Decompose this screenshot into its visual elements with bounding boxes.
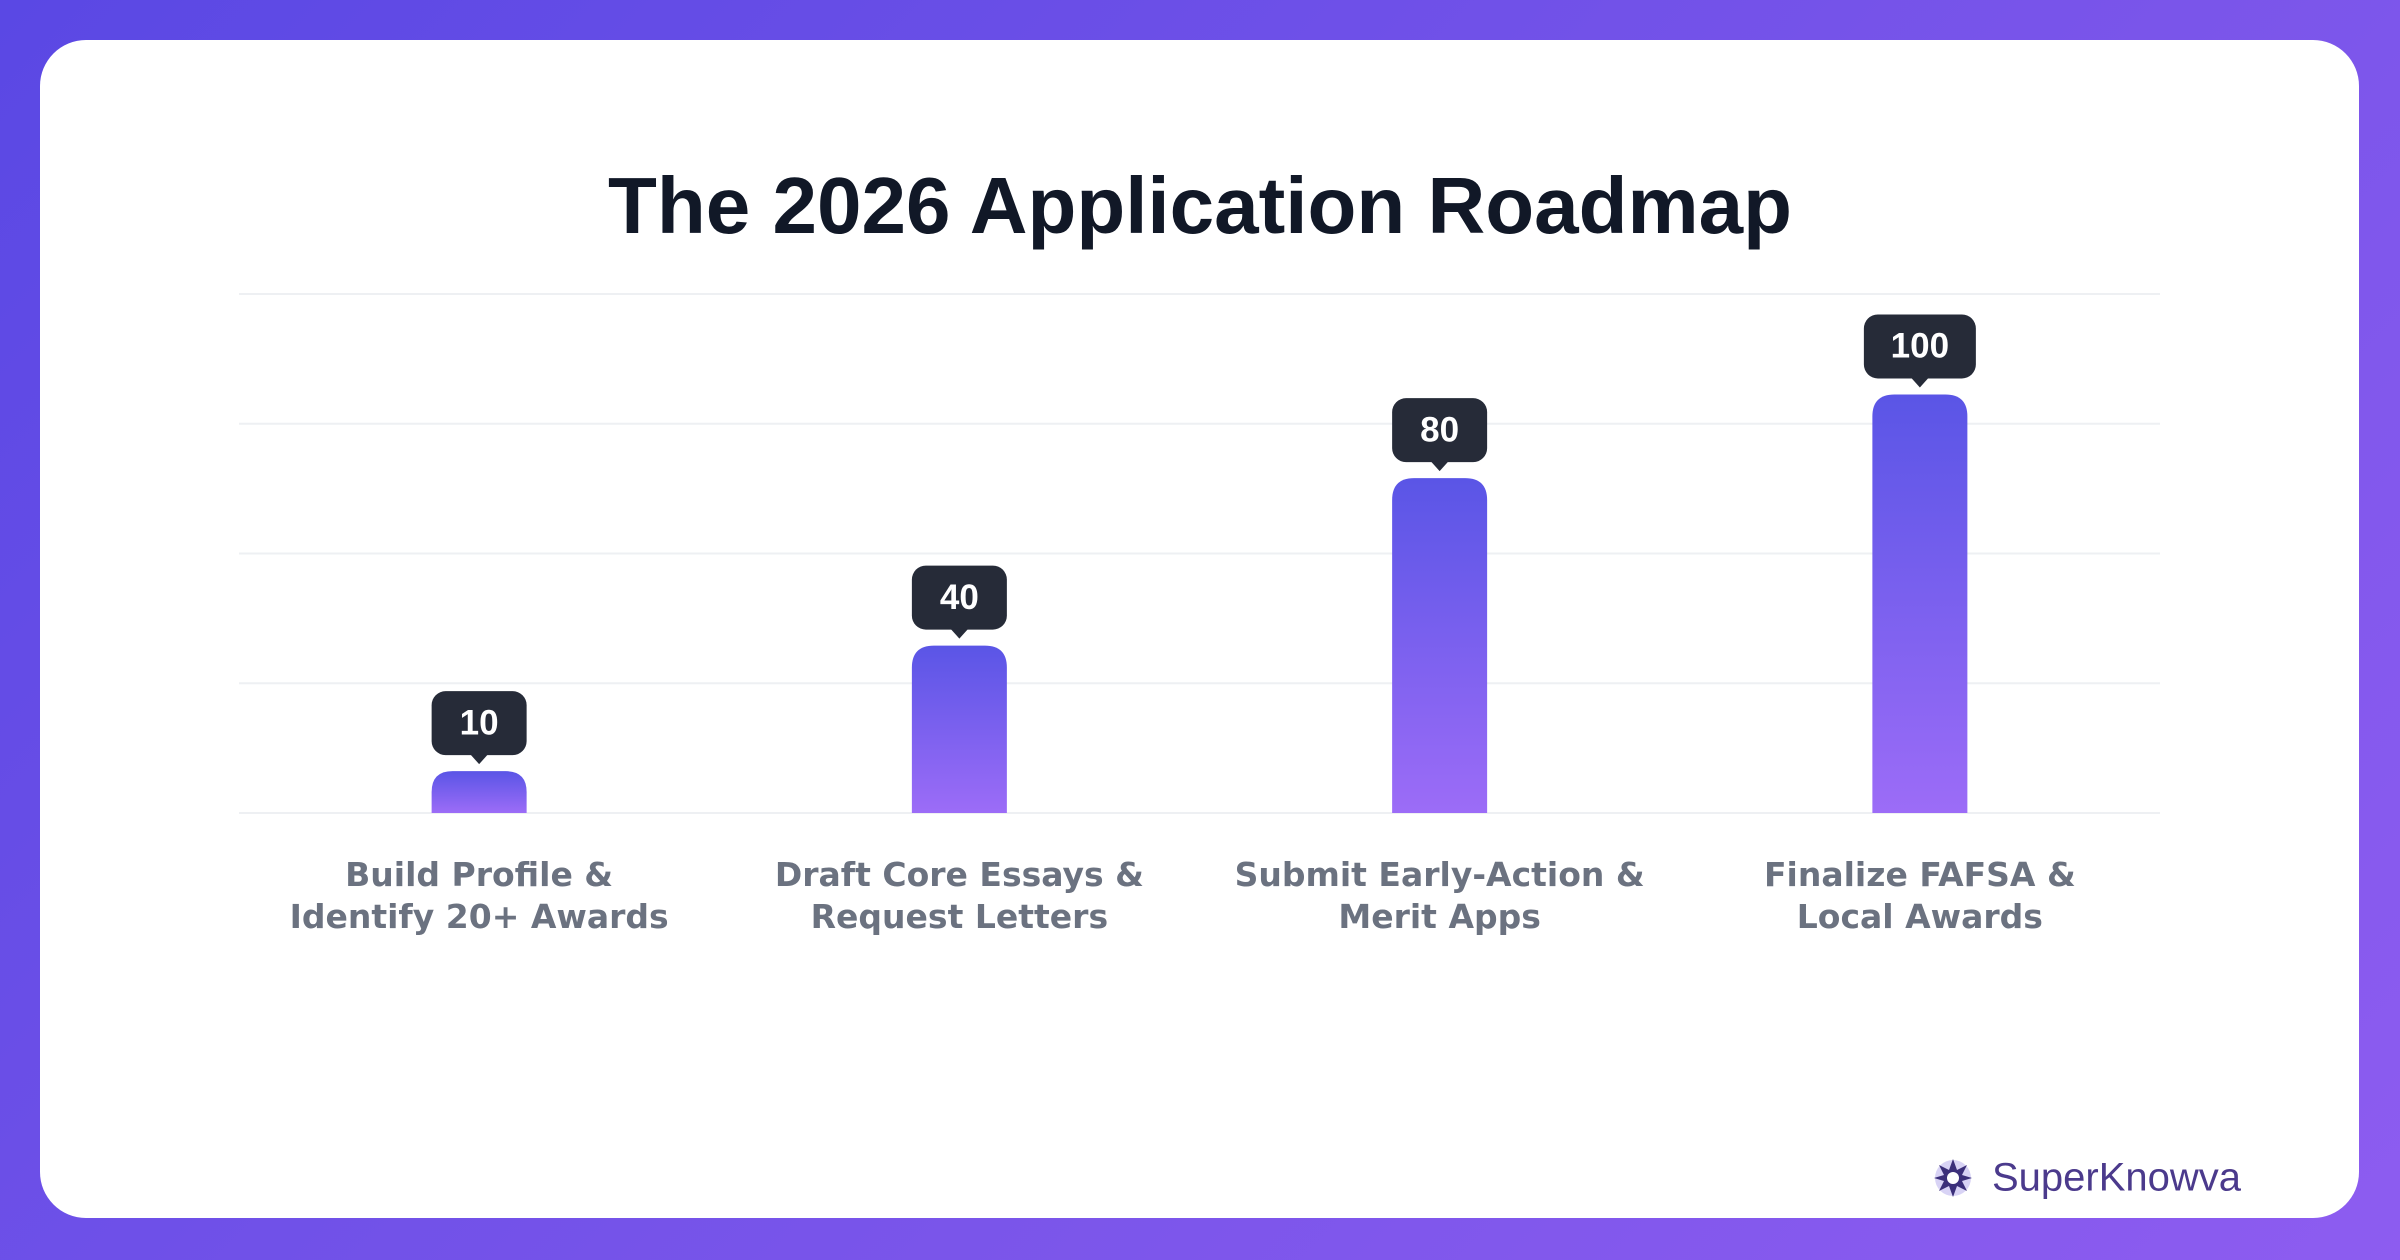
bar	[1872, 394, 1968, 813]
card	[40, 40, 2359, 1218]
value-label-pointer	[1910, 377, 1929, 388]
x-tick-label: Build Profile & Identify 20+ Awards	[289, 855, 669, 936]
x-tick-label: Finalize FAFSA & Local Awards	[1764, 855, 2076, 936]
value-label-box	[1863, 314, 1976, 379]
x-tick-label: Draft Core Essays & Request Letters	[774, 855, 1144, 936]
value-label: 10	[460, 703, 499, 742]
bar	[1392, 478, 1488, 813]
value-label-pointer	[1430, 461, 1449, 472]
value-label-box	[431, 691, 527, 756]
value-label: 80	[1420, 410, 1459, 449]
x-tick-label: Submit Early-Action & Merit Apps	[1234, 855, 1645, 936]
brand-logo	[1934, 1159, 1972, 1197]
chart-title: The 2026 Application Roadmap	[608, 161, 1792, 250]
logo-core	[1947, 1172, 1959, 1184]
value-label: 100	[1891, 327, 1949, 366]
brand-name: SuperKnowva	[1992, 1156, 2242, 1200]
value-label-box	[911, 565, 1007, 630]
bar	[431, 771, 527, 813]
bar	[911, 645, 1007, 813]
value-label: 40	[940, 578, 979, 617]
value-label-pointer	[950, 628, 969, 639]
value-label-pointer	[470, 754, 489, 765]
value-label-box	[1392, 398, 1488, 463]
